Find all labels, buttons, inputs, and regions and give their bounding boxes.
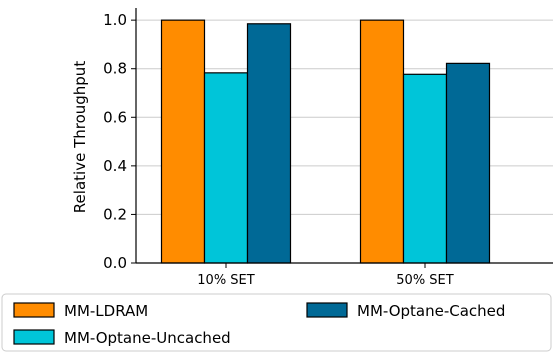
axes [135,8,553,264]
bar-mm-optane-cached-1 [246,23,292,264]
legend-swatch [13,329,55,345]
legend-label: MM-LDRAM [64,302,148,320]
bar-mm-optane-uncached-1 [203,72,249,264]
bar-mm-ldram-2 [359,19,405,264]
x-tick-label: 10% SET [197,273,254,288]
x-tick-label: 50% SET [396,273,453,288]
y-tick-label: 0.4 [103,157,127,175]
y-tick-label: 0.0 [103,254,127,272]
legend: MM-LDRAM MM-Optane-Uncached MM-Optane-Cach… [1,293,552,352]
legend-label: MM-Optane-Cached [357,302,505,320]
legend-swatch [13,302,55,318]
bars [160,19,491,264]
y-tick-label: 0.8 [103,60,127,78]
y-tick-label: 0.2 [103,205,127,223]
bar-mm-ldram-1 [160,19,206,264]
bar-mm-optane-cached-2 [445,62,491,264]
y-tick-label: 0.6 [103,108,127,126]
y-tick-label: 1.0 [103,11,127,29]
legend-label: MM-Optane-Uncached [64,329,231,347]
legend-swatch [306,302,348,318]
y-axis-label: Relative Throughput [71,61,89,214]
bar-mm-optane-uncached-2 [402,73,448,264]
tick-labels: 0.0 0.2 0.4 0.6 0.8 1.0 10% SET 50% SET [103,11,454,288]
legend-box [1,293,552,352]
